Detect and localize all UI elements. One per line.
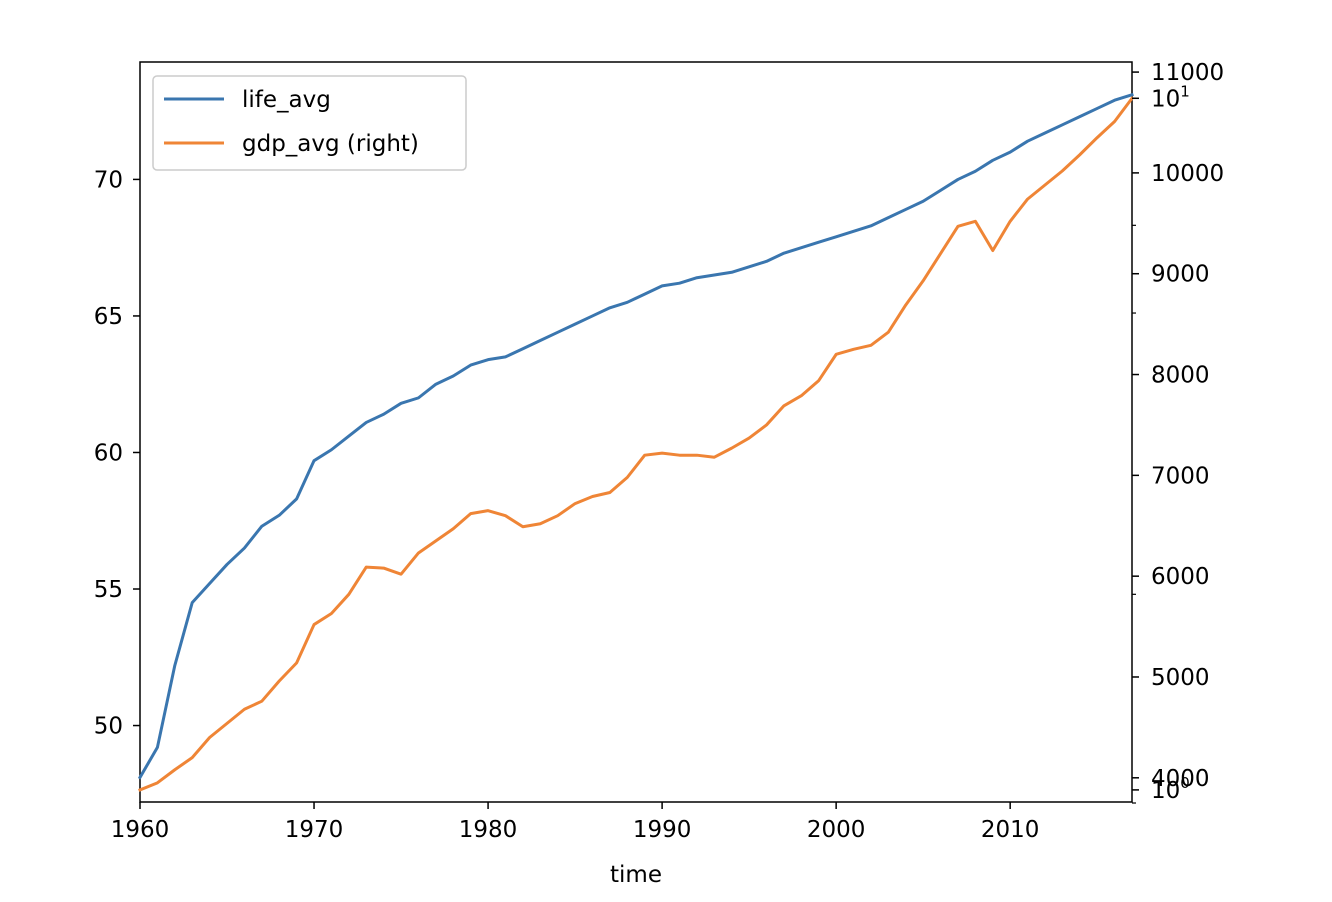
left-y-tick-label: 70 — [94, 167, 123, 193]
legend-box — [152, 75, 467, 171]
left-y-tick-label: 55 — [94, 577, 123, 603]
plot-area — [139, 61, 1133, 803]
right-y-tick-label: 4000 — [1151, 766, 1210, 792]
axes-frame — [139, 61, 1133, 803]
legend: life_avg gdp_avg (right) — [152, 75, 467, 171]
right-y-tick-label: 10000 — [1151, 161, 1224, 187]
x-axis-label: time — [610, 862, 662, 888]
x-tick-label: 2000 — [807, 817, 866, 843]
series-group — [137, 92, 1135, 792]
right-y-tick-label: 5000 — [1151, 665, 1210, 691]
x-tick-label: 1960 — [111, 817, 170, 843]
x-tick-label: 2010 — [981, 817, 1040, 843]
right-y-tick-label: 6000 — [1151, 564, 1210, 590]
legend-label-life-avg: life_avg — [242, 87, 331, 113]
right-y-tick-label: 8000 — [1151, 363, 1210, 389]
series-line-life-avg — [137, 92, 1134, 780]
left-y-tick-label: 60 — [94, 440, 123, 466]
legend-label-gdp-avg: gdp_avg (right) — [242, 131, 419, 157]
right-y-tick-label: 7000 — [1151, 463, 1210, 489]
right-y-tick-label: 11000 — [1151, 60, 1224, 86]
x-tick-label: 1970 — [285, 817, 344, 843]
left-y-axis-ticks: 50 55 60 65 70 — [94, 167, 140, 740]
x-axis-ticks: 1960 1970 1980 1990 2000 2010 — [111, 802, 1040, 843]
series-line-gdp-avg — [138, 96, 1135, 792]
x-tick-label: 1990 — [633, 817, 692, 843]
left-y-tick-label: 50 — [94, 714, 123, 740]
left-y-tick-label: 65 — [94, 304, 123, 330]
right-y-log-tick-label: 101 — [1151, 82, 1190, 112]
right-y-log-tick-label: 100 — [1151, 774, 1190, 804]
right-y-tick-label: 9000 — [1151, 262, 1210, 288]
x-tick-label: 1980 — [459, 817, 518, 843]
